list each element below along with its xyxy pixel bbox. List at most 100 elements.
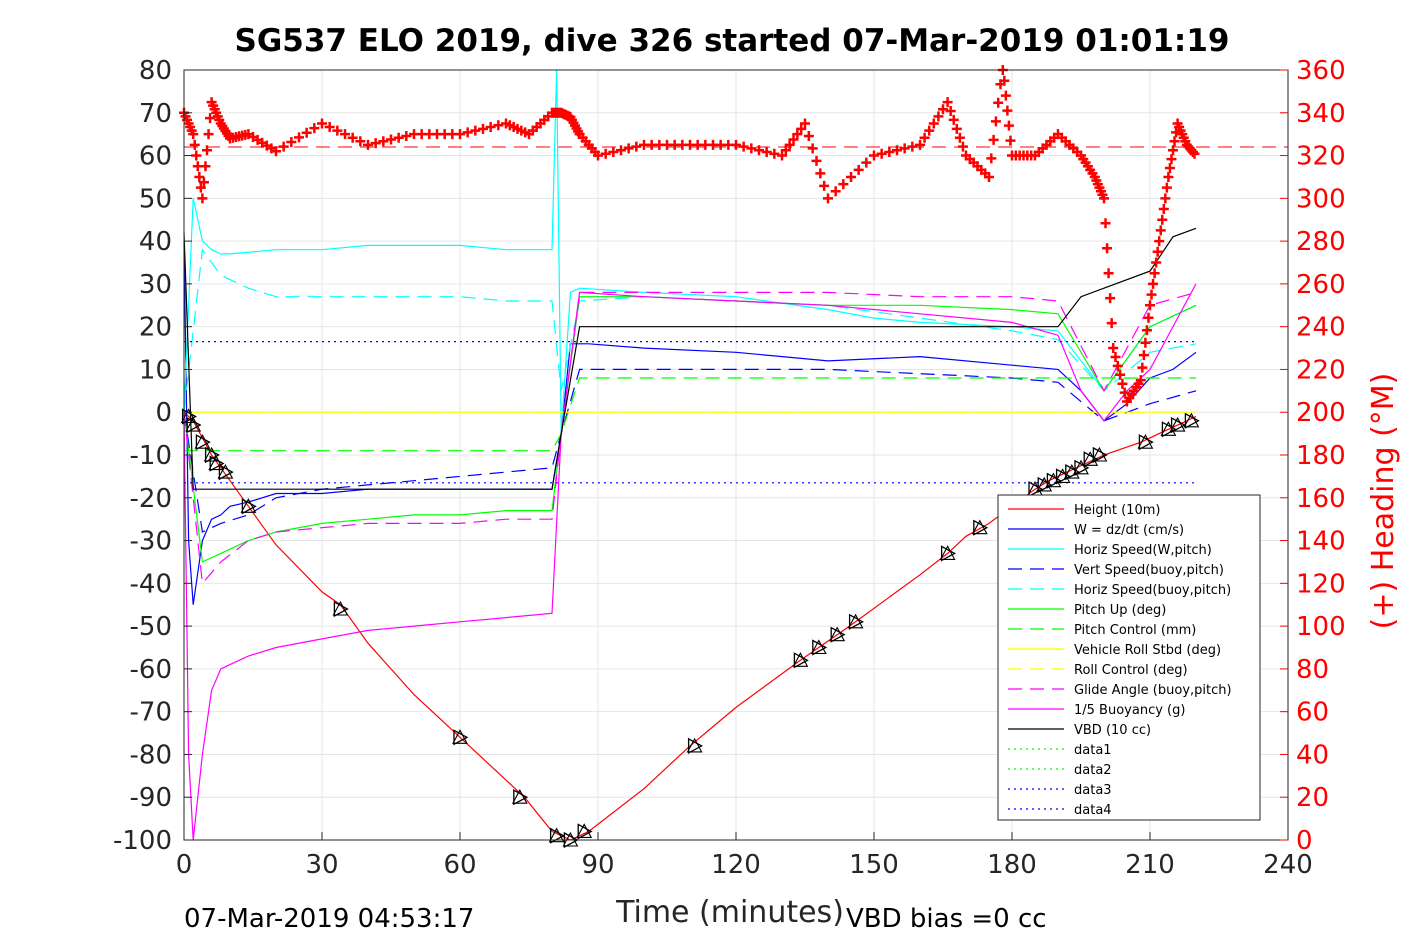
legend-entry: Glide Angle (buoy,pitch)	[1074, 683, 1232, 698]
legend-entry: VBD (10 cc)	[1074, 723, 1151, 738]
y-tick-label: 50	[139, 184, 172, 214]
triangle-marker	[453, 729, 469, 746]
y2-tick-label: 320	[1296, 142, 1346, 172]
heading-point	[846, 171, 856, 182]
triangle-marker	[1074, 459, 1090, 476]
heading-point	[1163, 171, 1174, 182]
y-tick-label: -50	[130, 612, 172, 642]
heading-point	[892, 145, 902, 156]
heading-point	[198, 177, 209, 188]
y-tick-label: -70	[130, 698, 172, 728]
y2-tick-label: 240	[1296, 313, 1346, 343]
triangle-marker	[241, 498, 257, 515]
heading-point	[907, 141, 918, 152]
heading-point	[1143, 312, 1154, 323]
triangle-marker	[1137, 434, 1154, 449]
heading-point	[1154, 236, 1165, 247]
heading-point	[1146, 289, 1157, 300]
triangle-marker	[240, 498, 257, 513]
triangle-marker	[686, 737, 703, 753]
heading-point	[309, 123, 320, 134]
triangle-marker	[333, 600, 349, 618]
heading-point	[1103, 268, 1114, 279]
y2-tick-label: 160	[1296, 484, 1346, 514]
heading-point	[803, 130, 814, 141]
heading-point	[1160, 193, 1171, 204]
heading-point	[623, 143, 634, 154]
triangle-marker	[332, 600, 349, 616]
heading-point	[363, 139, 373, 150]
footer-vbd-bias: VBD bias =0 cc	[846, 904, 1047, 934]
legend-entry: Vehicle Roll Stbd (deg)	[1074, 643, 1221, 658]
heading-point	[919, 132, 930, 143]
legend-entry: Vert Speed(buoy,pitch)	[1074, 563, 1224, 578]
series-line-vert-speed-buoy-pitch	[183, 368, 1197, 533]
heading-point	[1106, 318, 1117, 329]
heading-point	[784, 139, 795, 150]
heading-point	[853, 164, 864, 175]
triangle-marker	[940, 545, 956, 562]
heading-point	[988, 134, 999, 145]
heading-point	[191, 150, 202, 161]
triangle-marker	[194, 434, 211, 449]
heading-point	[830, 186, 841, 197]
heading-point	[761, 146, 772, 157]
triangle-marker	[548, 827, 565, 843]
y-tick-label: -40	[130, 569, 172, 599]
heading-markers	[179, 65, 1200, 407]
x-tick-label: 240	[1263, 850, 1313, 880]
y-tick-label: -20	[130, 484, 172, 514]
heading-point	[200, 161, 211, 172]
triangle-marker	[181, 408, 197, 425]
triangle-marker	[939, 545, 956, 560]
heading-point	[203, 129, 214, 140]
heading-point	[942, 97, 953, 108]
heading-point	[205, 113, 216, 124]
heading-point	[1166, 154, 1177, 165]
heading-point	[386, 134, 396, 145]
y-tick-label: 60	[139, 142, 172, 172]
heading-point	[986, 153, 997, 164]
triangle-marker	[971, 519, 988, 535]
heading-point	[1002, 105, 1013, 116]
y2-axis-label: (+) Heading (°M)	[1366, 373, 1401, 630]
triangle-marker	[973, 519, 989, 536]
heading-point	[780, 145, 791, 156]
heading-point	[1140, 337, 1151, 348]
legend-entry: Pitch Control (mm)	[1074, 623, 1196, 638]
triangle-marker	[186, 416, 202, 434]
heading-point	[1115, 369, 1126, 380]
dive-markers	[180, 408, 1200, 849]
y2-tick-label: 20	[1296, 783, 1329, 813]
triangle-marker	[792, 652, 809, 667]
x-tick-label: 90	[581, 850, 614, 880]
legend-entry: Pitch Up (deg)	[1074, 603, 1166, 618]
y2-tick-label: 60	[1296, 698, 1329, 728]
triangle-marker	[1183, 412, 1200, 428]
heading-point	[188, 129, 199, 140]
triangle-marker	[1169, 416, 1186, 432]
heading-point	[616, 145, 626, 156]
y-ticks: 80 70 60 50 40 30 20 10 0 -10 -20 -30 -40 -50 -60 -70 -8…	[113, 56, 192, 856]
heading-point	[194, 171, 205, 182]
triangle-marker	[513, 789, 529, 806]
heading-point	[1145, 300, 1155, 311]
heading-point	[796, 123, 807, 134]
y2-tick-label: 140	[1296, 527, 1346, 557]
heading-point	[899, 143, 910, 154]
triangle-marker	[810, 639, 827, 655]
heading-point	[1155, 225, 1166, 236]
y-tick-label: -10	[130, 441, 172, 471]
y2-ticks: 3603403203002802602402202001801601401201…	[1280, 56, 1346, 856]
footer-timestamp: 07-Mar-2019 04:53:17	[184, 904, 474, 934]
heading-point	[1110, 351, 1121, 362]
triangle-marker	[830, 626, 846, 643]
heading-point	[1187, 146, 1198, 157]
heading-point	[1152, 246, 1163, 257]
heading-point	[838, 179, 849, 190]
y2-tick-label: 80	[1296, 655, 1329, 685]
x-tick-label: 210	[1125, 850, 1175, 880]
heading-point	[1164, 163, 1175, 174]
y-tick-label: 80	[139, 56, 172, 86]
